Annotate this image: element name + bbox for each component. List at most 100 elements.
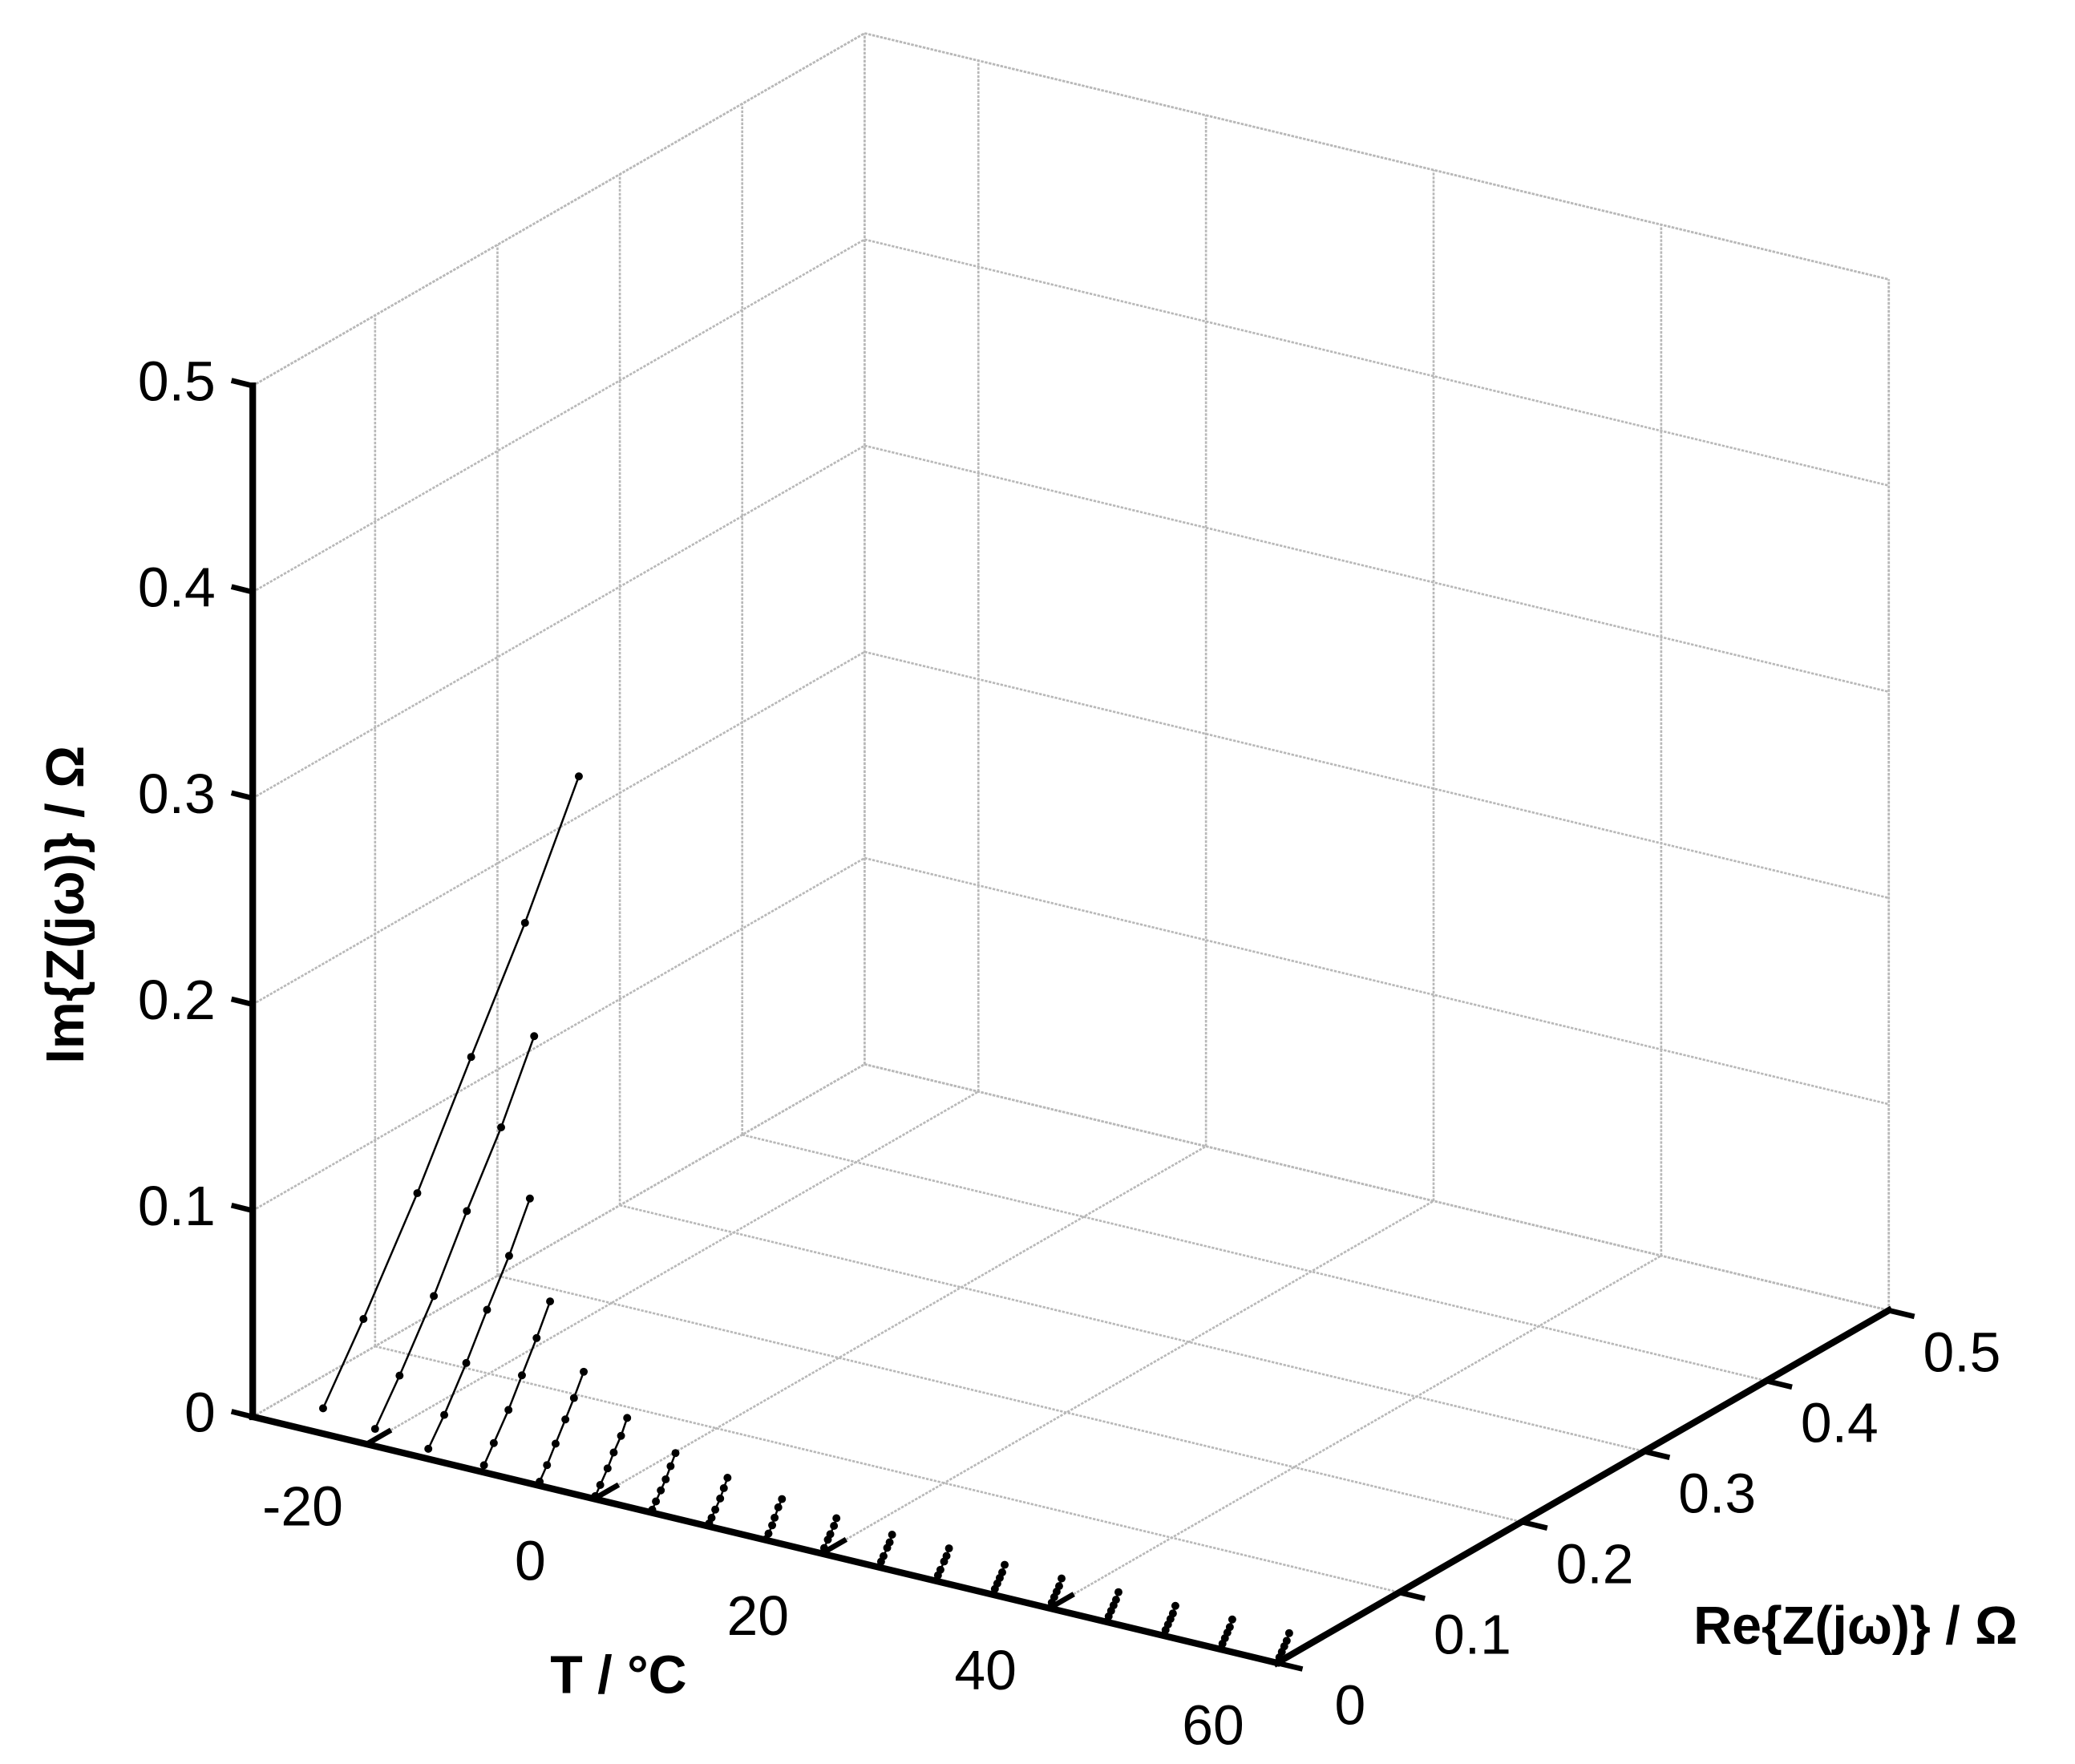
data-point: [774, 1503, 783, 1511]
data-point: [413, 1189, 422, 1198]
x-tick-label: 20: [726, 1584, 788, 1647]
grid-line: [252, 650, 865, 1005]
data-point: [936, 1565, 944, 1574]
data-point: [1284, 1628, 1293, 1637]
grid-line: [864, 1063, 1890, 1312]
z-tick-label: 0.5: [138, 350, 216, 413]
x-axis-title: T / °C: [550, 1645, 686, 1705]
data-point: [574, 772, 583, 781]
z-tick-label: 0.4: [138, 556, 216, 619]
z-tick: [230, 1202, 254, 1214]
y-tick-label: 0.2: [1556, 1533, 1634, 1596]
data-point: [1111, 1596, 1120, 1604]
data-point: [617, 1431, 625, 1440]
data-point: [998, 1568, 1006, 1577]
series-line: [483, 1301, 552, 1466]
y-tick: [1643, 1448, 1671, 1461]
data-point: [819, 1544, 828, 1552]
data-point: [764, 1529, 773, 1538]
grid-line: [864, 444, 1890, 694]
data-point: [648, 1505, 657, 1514]
data-point: [504, 1406, 513, 1414]
data-point: [657, 1486, 665, 1495]
data-point: [596, 1481, 605, 1490]
data-point: [520, 918, 529, 927]
data-point: [530, 1032, 539, 1041]
data-point: [497, 1123, 506, 1132]
x-tick-label: 40: [954, 1639, 1016, 1701]
z-axis-title: Im{Z(jω)} / Ω: [36, 746, 95, 1064]
z-tick: [230, 1409, 254, 1420]
z-tick: [230, 378, 254, 389]
data-point: [489, 1438, 498, 1447]
grid-line: [252, 856, 865, 1212]
grid-line: [252, 238, 865, 593]
grid-line: [864, 238, 1890, 487]
x-tick-label: 0: [515, 1530, 546, 1592]
y-tick-label: 0.3: [1678, 1463, 1756, 1525]
y-tick: [1766, 1378, 1793, 1390]
data-point: [463, 1207, 471, 1216]
grid-line: [593, 1145, 1207, 1500]
data-point: [1054, 1582, 1063, 1591]
data-point: [707, 1514, 716, 1523]
grid-line: [497, 1274, 1523, 1523]
y-tick-label: 0.1: [1434, 1603, 1511, 1665]
data-point: [1001, 1560, 1009, 1569]
data-point: [832, 1514, 841, 1523]
data-point: [395, 1371, 404, 1380]
data-point: [424, 1444, 433, 1453]
data-point: [888, 1531, 896, 1539]
x-tick: [365, 1427, 393, 1446]
data-point: [561, 1415, 570, 1424]
z-tick-label: 0: [184, 1381, 216, 1443]
data-point: [440, 1410, 449, 1419]
data-point: [462, 1358, 471, 1367]
z-tick-label: 0.1: [138, 1175, 216, 1237]
series-line: [322, 775, 580, 1409]
grid-line: [366, 1090, 979, 1446]
y-tick-label: 0: [1334, 1673, 1365, 1736]
data-point: [479, 1461, 488, 1470]
data-point: [1282, 1637, 1291, 1645]
grid-line: [252, 1063, 865, 1418]
data-point: [885, 1538, 894, 1547]
data-point: [661, 1475, 670, 1483]
data-point: [826, 1530, 835, 1539]
y-tick-label: 0.5: [1923, 1321, 2001, 1384]
grid-line: [864, 32, 1890, 281]
data-point: [359, 1315, 368, 1324]
y-tick-label: 0.4: [1801, 1392, 1879, 1454]
data-point: [771, 1513, 779, 1522]
y-tick: [1398, 1589, 1426, 1601]
x-tick-label: -20: [262, 1475, 343, 1537]
data-point: [603, 1464, 612, 1473]
data-point: [591, 1491, 600, 1500]
z-tick: [230, 996, 254, 1007]
data-point: [942, 1552, 951, 1560]
data-point: [1171, 1601, 1179, 1610]
data-point: [778, 1495, 787, 1503]
z-tick-label: 0.2: [138, 969, 216, 1031]
data-point: [532, 1333, 541, 1342]
data-point: [723, 1474, 732, 1483]
data-point: [546, 1297, 555, 1306]
grid-line: [742, 1133, 1767, 1382]
data-point: [711, 1505, 720, 1514]
y-axis-title: Re{Z(jω)} / Ω: [1693, 1596, 2017, 1656]
data-point: [370, 1425, 379, 1434]
data-point: [551, 1439, 560, 1448]
y-tick: [1521, 1519, 1548, 1531]
data-point: [671, 1449, 680, 1458]
data-point: [504, 1252, 513, 1260]
x-tick-label: 60: [1182, 1693, 1244, 1756]
grid-line: [619, 1204, 1644, 1453]
data-point: [879, 1552, 888, 1560]
data-point: [1058, 1574, 1066, 1583]
data-point: [467, 1053, 475, 1062]
data-point: [652, 1497, 661, 1506]
data-point: [543, 1461, 552, 1470]
data-point: [517, 1371, 526, 1380]
data-point: [623, 1414, 632, 1422]
